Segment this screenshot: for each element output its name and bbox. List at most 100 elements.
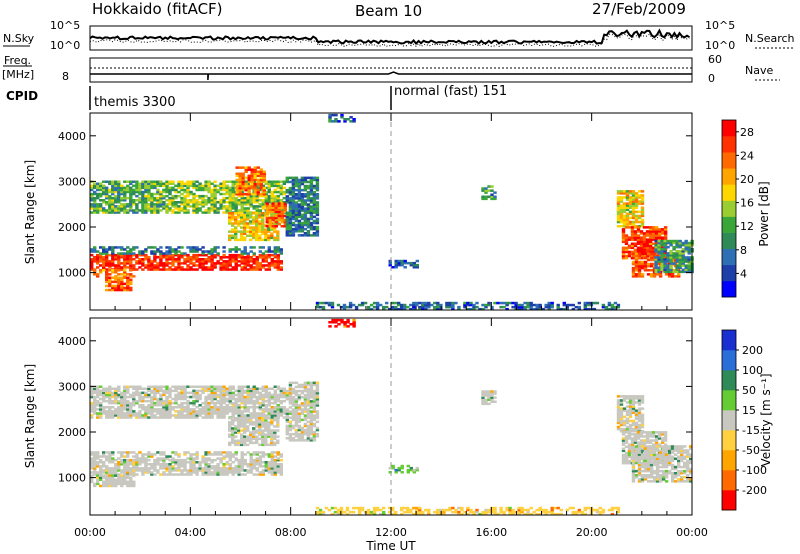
velocity-cell (114, 484, 118, 488)
velocity-cell (129, 451, 133, 454)
power-cell (120, 276, 124, 279)
velocity-cell (219, 471, 223, 474)
velocity-cell (240, 425, 244, 428)
velocity-cell (126, 467, 130, 470)
velocity-cell (285, 391, 289, 395)
power-cell (171, 262, 175, 265)
velocity-cell (616, 419, 621, 423)
velocity-cell (129, 410, 133, 413)
power-cell (637, 220, 642, 224)
nsky-trace (89, 28, 691, 45)
velocity-cell (192, 471, 196, 474)
power-cell (105, 196, 109, 200)
power-cell (663, 230, 668, 233)
power-cell (277, 204, 281, 207)
power-cell (120, 186, 124, 190)
velocity-cell (165, 412, 169, 415)
velocity-cell (246, 397, 250, 401)
power-cell (300, 197, 305, 200)
power-cell (156, 262, 160, 265)
velocity-cell (117, 480, 121, 484)
velocity-cell (234, 404, 238, 407)
power-cell (234, 256, 238, 259)
power-cell (633, 242, 638, 245)
velocity-cell (177, 461, 181, 464)
power-cell (250, 176, 254, 180)
velocity-cell (192, 467, 196, 470)
velocity-cell (276, 397, 280, 401)
velocity-cell (144, 457, 148, 460)
velocity-cell (96, 395, 100, 399)
velocity-cell (249, 435, 253, 438)
velocity-cell (276, 467, 280, 470)
power-cell (180, 182, 184, 185)
velocity-cell (93, 412, 97, 415)
power-cell (276, 180, 280, 183)
power-cell (198, 266, 202, 269)
power-cell (250, 180, 254, 184)
velocity-cell (210, 399, 214, 403)
velocity-cell (264, 414, 268, 417)
velocity-cell (108, 474, 112, 477)
power-cell (267, 248, 271, 251)
velocity-cell (213, 453, 217, 456)
power-cell (243, 268, 247, 271)
power-cell (256, 191, 260, 194)
velocity-cell (306, 426, 311, 430)
power-cell (156, 190, 160, 194)
power-cell (678, 241, 682, 245)
power-cell (144, 266, 148, 269)
power-cell (637, 214, 642, 218)
velocity-cell (270, 410, 274, 413)
velocity-cell (231, 467, 235, 470)
power-cell (177, 186, 181, 190)
power-cell (141, 199, 145, 202)
power-cell (129, 248, 133, 251)
power-cell (234, 220, 238, 223)
velocity-cell (156, 408, 160, 411)
velocity-cell (309, 437, 314, 440)
power-cell (129, 269, 133, 272)
power-cell (99, 192, 103, 196)
power-cell (144, 209, 148, 212)
velocity-cell (249, 431, 253, 434)
velocity-cell (294, 420, 299, 424)
power-cell (120, 188, 124, 192)
velocity-cell (102, 389, 106, 393)
velocity-cell (234, 408, 238, 411)
velocity-cell (252, 412, 256, 415)
power-cell (204, 203, 208, 206)
velocity-cell (141, 404, 145, 407)
velocity-cell (219, 389, 223, 393)
power-cell (663, 245, 667, 249)
power-cell (274, 214, 278, 218)
power-cell (171, 199, 175, 202)
power-cell (105, 209, 109, 212)
power-cell (273, 190, 277, 194)
power-cell (250, 170, 254, 173)
velocity-cell (102, 410, 106, 413)
velocity-cell (315, 402, 320, 405)
power-cell (198, 260, 202, 263)
power-cell (240, 203, 244, 206)
velocity-cell (99, 416, 103, 419)
power-cell (330, 301, 335, 305)
velocity-cell (619, 430, 624, 433)
velocity-cell (261, 412, 265, 415)
power-cell (270, 250, 274, 253)
velocity-cell (216, 399, 220, 403)
velocity-cell (346, 321, 350, 324)
power-cell (276, 186, 280, 190)
power-cell (306, 234, 311, 237)
velocity-cell (234, 443, 238, 447)
velocity-cell (388, 471, 392, 474)
power-cell (634, 192, 639, 195)
power-cell (105, 271, 109, 274)
power-cell (235, 188, 239, 192)
velocity-cell (243, 419, 247, 422)
power-cell (660, 246, 665, 250)
power-cell (231, 196, 235, 200)
velocity-cell (129, 473, 133, 476)
power-cell (309, 207, 314, 210)
power-cell (300, 227, 305, 231)
